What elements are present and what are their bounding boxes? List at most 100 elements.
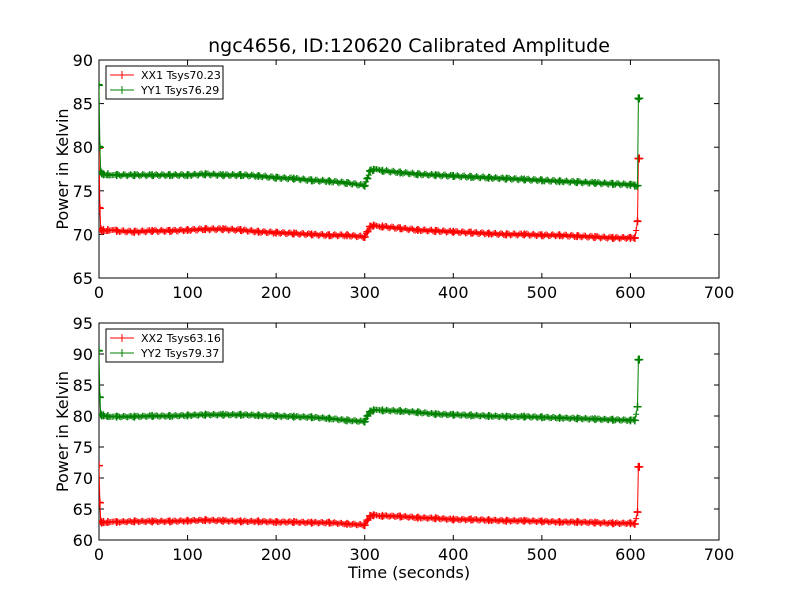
data-point <box>183 171 192 180</box>
data-point <box>130 517 139 526</box>
data-point-marker <box>409 513 416 520</box>
data-point-marker <box>269 412 276 419</box>
legend-label: YY2 Tsys79.37 <box>140 347 219 360</box>
data-point <box>449 171 458 180</box>
data-point <box>103 226 112 235</box>
data-point <box>343 178 351 187</box>
legend-label: YY1 Tsys76.29 <box>140 84 219 97</box>
data-point <box>366 166 375 175</box>
data-point <box>467 172 475 181</box>
data-point <box>343 519 351 528</box>
x-tick-label: 700 <box>704 283 735 302</box>
data-point <box>363 412 372 420</box>
y-tick-label: 70 <box>73 225 93 244</box>
data-point <box>366 222 375 231</box>
data-point-marker <box>579 416 586 423</box>
x-tick-label: 500 <box>527 283 558 302</box>
data-point-marker <box>297 414 304 421</box>
data-point-marker <box>459 515 466 522</box>
data-point-marker <box>226 412 233 419</box>
legend-marker <box>118 349 126 357</box>
data-point-marker <box>319 519 326 526</box>
data-point <box>502 230 511 239</box>
data-point <box>431 514 440 523</box>
data-point <box>165 171 174 180</box>
data-point <box>183 226 192 235</box>
data-point-marker <box>296 519 303 526</box>
x-tick-label: 300 <box>349 545 380 564</box>
data-point <box>307 176 316 185</box>
x-tick-label: 600 <box>615 545 646 564</box>
data-point-marker <box>551 414 558 421</box>
data-point <box>112 171 121 180</box>
x-tick-label: 0 <box>94 283 104 302</box>
data-point-marker <box>439 227 446 234</box>
legend-item-2: YY1 Tsys76.29 <box>110 84 219 97</box>
data-point <box>165 412 174 420</box>
data-point <box>112 412 121 421</box>
legend-label: XX2 Tsys63.16 <box>141 332 221 345</box>
y-tick-label: 80 <box>73 407 93 426</box>
data-point <box>484 412 493 420</box>
data-point <box>396 407 405 416</box>
legend-marker <box>118 71 126 79</box>
data-point <box>591 518 599 527</box>
data-point <box>254 171 263 180</box>
data-point <box>201 170 210 179</box>
chart-panel-1: 0 100 200 300 400 500 600 700 65 70 75 80 85 90 ngc465… <box>53 35 734 302</box>
data-point <box>219 171 227 180</box>
data-point-marker <box>210 516 217 523</box>
data-point <box>325 414 334 423</box>
data-point <box>148 226 157 235</box>
data-point <box>307 413 316 422</box>
data-point-marker <box>620 519 627 526</box>
x-tick-label: 400 <box>438 545 469 564</box>
data-point <box>201 516 210 525</box>
data-point-marker <box>316 415 323 422</box>
y-tick-label: 75 <box>73 438 93 457</box>
data-point <box>626 180 635 189</box>
data-point-marker <box>139 517 146 524</box>
data-point-marker <box>598 417 605 424</box>
chart-title: ngc4656, ID:120620 Calibrated Amplitude <box>208 35 610 57</box>
data-point <box>103 170 112 179</box>
data-point-marker <box>442 228 449 235</box>
data-point <box>366 407 375 416</box>
data-point <box>325 231 334 240</box>
data-point <box>130 227 139 236</box>
y-tick-label: 80 <box>73 138 93 157</box>
data-point <box>502 174 511 183</box>
data-point <box>219 516 227 525</box>
data-point-marker <box>442 410 449 417</box>
data-point-marker <box>489 413 496 420</box>
data-point-marker <box>278 413 285 420</box>
data-point <box>369 406 378 415</box>
data-point-marker <box>478 516 485 523</box>
data-point-marker <box>633 411 640 418</box>
x-axis-label: Time (seconds) <box>347 563 470 582</box>
data-point <box>103 412 112 420</box>
data-point <box>608 519 617 528</box>
data-point-marker <box>532 413 539 420</box>
data-point <box>467 228 475 237</box>
data-point-marker <box>155 518 162 525</box>
legend-box <box>105 328 224 363</box>
data-point <box>633 508 642 517</box>
data-point <box>219 225 227 234</box>
data-point <box>254 517 263 526</box>
data-point <box>396 224 405 233</box>
data-point <box>449 410 458 419</box>
data-point <box>378 166 387 175</box>
series-2 <box>99 346 644 426</box>
data-point-marker <box>495 518 502 525</box>
data-point <box>520 516 529 525</box>
data-point-marker <box>619 181 626 188</box>
data-point <box>449 515 458 524</box>
data-point <box>272 228 281 237</box>
data-point-marker <box>175 518 182 525</box>
data-point-marker <box>284 519 291 526</box>
y-tick-label: 75 <box>73 182 93 201</box>
data-point <box>254 227 263 236</box>
data-point <box>363 516 372 525</box>
data-point-marker <box>160 412 167 419</box>
